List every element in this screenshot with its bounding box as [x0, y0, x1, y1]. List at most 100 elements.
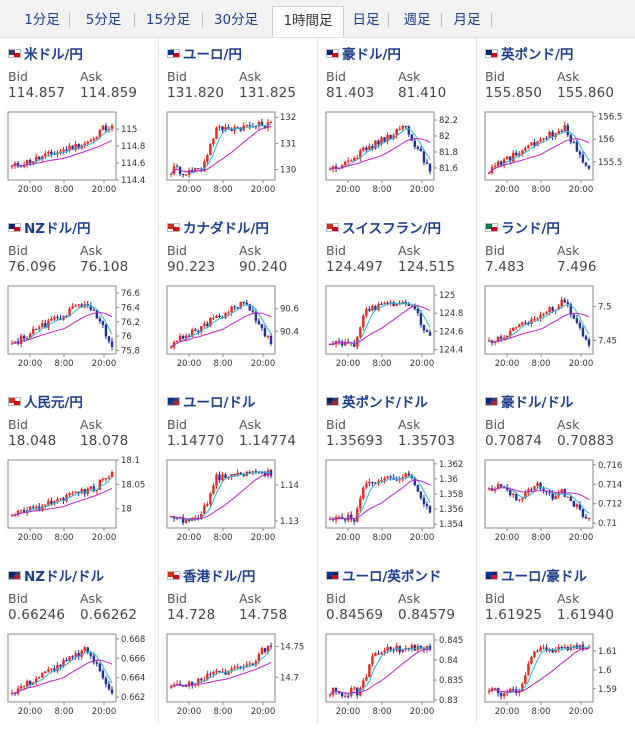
- bid-price: 155.850: [485, 85, 543, 101]
- ask-label: Ask: [557, 417, 580, 432]
- currency-pair-link[interactable]: 人民元/円: [8, 392, 83, 411]
- currency-card[interactable]: スイスフラン/円 Bid 124.497 Ask 124.515 125 124.8 124.…: [318, 212, 476, 384]
- candle-body: [236, 127, 239, 129]
- candlestick-chart[interactable]: 14.75 14.7 20:00 8:00 20:00: [163, 630, 313, 718]
- candle-body: [218, 315, 221, 317]
- candle-body: [536, 141, 539, 146]
- pair-name: 英ポンド/ドル: [342, 395, 428, 411]
- bid-label: Bid: [8, 417, 28, 432]
- tab-4[interactable]: 30分足: [213, 12, 259, 28]
- candle-body: [209, 673, 212, 675]
- currency-pair-link[interactable]: ユーロ/英ポンド: [326, 566, 441, 585]
- candlestick-chart[interactable]: 90.6 90.4 20:00 8:00 20:00: [163, 282, 313, 370]
- ask-price: 124.515: [398, 259, 456, 275]
- candle-body: [68, 656, 71, 661]
- currency-card[interactable]: 米ドル/円 Bid 114.857 Ask 114.859 115 114.8 114.6 11…: [0, 38, 158, 210]
- candle-body: [337, 168, 341, 170]
- currency-card[interactable]: 人民元/円 Bid 18.048 Ask 18.078 18.1 18.05 18 20:00 8…: [0, 386, 158, 558]
- candlestick-chart[interactable]: 125 124.8 124.6 124.4 20:00 8:00 20:00: [322, 282, 472, 370]
- currency-pair-link[interactable]: ユーロ/豪ドル: [485, 566, 587, 585]
- currency-card[interactable]: 豪ドル/円 Bid 81.403 Ask 81.410 82.2 82 81.8 81.6 20:…: [318, 38, 476, 210]
- candlestick-chart[interactable]: 156.5 156 155.5 20:00 8:00 20:00: [481, 108, 631, 196]
- tab-2[interactable]: 5分足: [85, 12, 122, 28]
- candle-body: [56, 499, 59, 502]
- currency-pair-link[interactable]: NZドル/円: [8, 218, 91, 237]
- candlestick-chart[interactable]: 132 131 130 20:00 8:00 20:00: [163, 108, 313, 196]
- candlestick-chart[interactable]: 76.6 76.4 76.2 76 75.8 20:00 8:00 20:00: [4, 282, 154, 370]
- candle-body: [575, 142, 579, 152]
- currency-pair-link[interactable]: スイスフラン/円: [326, 218, 441, 237]
- candle-body: [101, 321, 105, 325]
- currency-pair-link[interactable]: ランド/円: [485, 218, 560, 237]
- candle-body: [362, 680, 365, 689]
- candle-body: [505, 335, 509, 338]
- x-tick-label: 20:00: [177, 533, 202, 543]
- currency-card[interactable]: NZドル/円 Bid 76.096 Ask 76.108 76.6 76.4 76.2 76 75…: [0, 212, 158, 384]
- currency-pair-link[interactable]: ユーロ/円: [167, 44, 242, 63]
- x-tick-label: 20:00: [251, 359, 276, 369]
- currency-pair-link[interactable]: 英ポンド/ドル: [326, 392, 428, 411]
- currency-card[interactable]: ユーロ/円 Bid 131.820 Ask 131.825 132 131 130 20:00 8…: [159, 38, 317, 210]
- candle-body: [419, 148, 423, 152]
- candle-body: [92, 655, 96, 663]
- candle-body: [191, 329, 194, 337]
- currency-pair-link[interactable]: 豪ドル/円: [326, 44, 401, 63]
- candle-body: [227, 670, 230, 675]
- currency-pair-link[interactable]: カナダドル/円: [167, 218, 269, 237]
- tab-6[interactable]: 日足: [352, 12, 380, 28]
- candlestick-chart[interactable]: 82.2 82 81.8 81.6 20:00 8:00 20:00: [322, 108, 472, 196]
- candlestick-chart[interactable]: 0.716 0.714 0.712 0.71 20:00 8:00 20:00: [481, 456, 631, 544]
- currency-card[interactable]: ランド/円 Bid 7.483 Ask 7.496 7.5 7.45 20:00 8:00 20:…: [477, 212, 635, 384]
- ma-short-line: [11, 651, 113, 694]
- currency-card[interactable]: NZドル/ドル Bid 0.66246 Ask 0.66262 0.668 0.666 0.6…: [0, 560, 158, 732]
- candlestick-chart[interactable]: 115 114.8 114.6 114.4 20:00 8:00 20:00: [4, 108, 154, 196]
- candlestick-chart[interactable]: 1.14 1.13 20:00 8:00 20:00: [163, 456, 313, 544]
- candlestick-chart[interactable]: 0.668 0.666 0.664 0.662 20:00 8:00 20:00: [4, 630, 154, 718]
- candle-body: [539, 315, 542, 319]
- tab-3[interactable]: 15分足: [145, 12, 191, 28]
- currency-card[interactable]: ユーロ/英ポンド Bid 0.84569 Ask 0.84579 0.845 0.84 0.8…: [318, 560, 476, 732]
- candle-body: [346, 160, 350, 162]
- candlestick-chart[interactable]: 7.5 7.45 20:00 8:00 20:00: [481, 282, 631, 370]
- candle-body: [362, 315, 365, 328]
- currency-pair-link[interactable]: 米ドル/円: [8, 44, 83, 63]
- y-tick-label: 76: [121, 332, 132, 342]
- y-tick-label: 114.8: [121, 142, 145, 152]
- bid-label: Bid: [485, 69, 505, 84]
- currency-pair-link[interactable]: 豪ドル/ドル: [485, 392, 573, 411]
- currency-card[interactable]: カナダドル/円 Bid 90.223 Ask 90.240 90.6 90.4 20:00 8:…: [159, 212, 317, 384]
- candlestick-chart[interactable]: 1.362 1.36 1.358 1.356 1.354 20:00 8:00 20:00: [322, 456, 472, 544]
- plot-area: [7, 111, 117, 181]
- currency-card[interactable]: 英ポンド/円 Bid 155.850 Ask 155.860 156.5 156 155.5 2…: [477, 38, 635, 210]
- candle-body: [554, 650, 557, 653]
- currency-card[interactable]: ユーロ/ドル Bid 1.14770 Ask 1.14774 1.14 1.13 20:00 8…: [159, 386, 317, 558]
- bid-label: Bid: [326, 417, 346, 432]
- plot-area: [7, 285, 117, 355]
- candle-body: [560, 489, 563, 493]
- candle-body: [521, 322, 524, 325]
- candlestick-chart[interactable]: 1.61 1.6 1.59 20:00 8:00 20:00: [481, 630, 631, 718]
- candle-body: [572, 500, 576, 507]
- candlestick-chart[interactable]: 18.1 18.05 18 20:00 8:00 20:00: [4, 456, 154, 544]
- currency-pair-link[interactable]: NZドル/ドル: [8, 566, 104, 585]
- timeframe-tabs: 1分足 5分足 15分足 30分足 1時間足 日足 週足 月足: [0, 0, 635, 38]
- ma-long-line: [170, 126, 272, 175]
- currency-card[interactable]: 豪ドル/ドル Bid 0.70874 Ask 0.70883 0.716 0.714 0.71…: [477, 386, 635, 558]
- ask-label: Ask: [557, 591, 580, 606]
- candlestick-chart[interactable]: 0.845 0.84 0.835 0.83 20:00 8:00 20:00: [322, 630, 472, 718]
- currency-pair-link[interactable]: 香港ドル/円: [167, 566, 255, 585]
- currency-card[interactable]: 香港ドル/円 Bid 14.728 Ask 14.758 14.75 14.7 20:00 8:…: [159, 560, 317, 732]
- currency-card[interactable]: 英ポンド/ドル Bid 1.35693 Ask 1.35703 1.362 1.36 1.35…: [318, 386, 476, 558]
- y-tick-label: 0.712: [598, 500, 622, 510]
- y-tick-label: 81.8: [439, 148, 458, 158]
- candle-body: [104, 324, 108, 337]
- currency-pair-link[interactable]: ユーロ/ドル: [167, 392, 255, 411]
- candle-body: [539, 482, 542, 489]
- currency-card[interactable]: ユーロ/豪ドル Bid 1.61925 Ask 1.61940 1.61 1.6 1.59 20…: [477, 560, 635, 732]
- currency-pair-link[interactable]: 英ポンド/円: [485, 44, 573, 63]
- candle-body: [80, 489, 83, 494]
- tab-8[interactable]: 月足: [453, 12, 481, 28]
- tab-5[interactable]: 1時間足: [272, 6, 344, 37]
- tab-1[interactable]: 1分足: [24, 12, 60, 28]
- tab-7[interactable]: 週足: [403, 12, 431, 28]
